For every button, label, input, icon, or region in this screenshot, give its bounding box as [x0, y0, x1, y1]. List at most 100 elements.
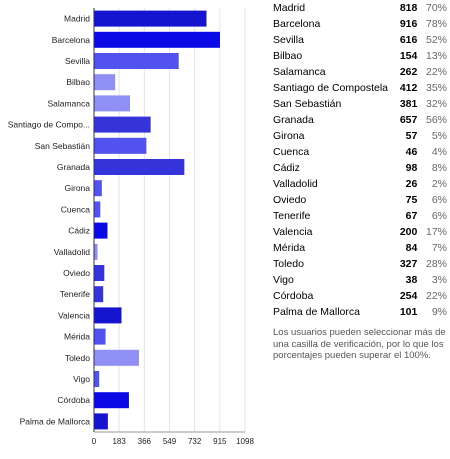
city-name: Granada	[273, 114, 314, 126]
x-tick-label: 549	[163, 437, 177, 446]
city-name: Toledo	[273, 258, 304, 270]
percentage: 8%	[431, 162, 447, 174]
response-count: 46	[405, 146, 418, 158]
response-count: 84	[405, 242, 418, 254]
city-name: San Sebastián	[273, 98, 342, 110]
percentage: 3%	[431, 274, 447, 286]
city-name: Girona	[273, 130, 305, 142]
percentage: 28%	[425, 258, 447, 270]
table-row: Oviedo 75 6%	[270, 192, 448, 208]
table-row: Girona 57 5%	[270, 128, 448, 144]
response-count: 916	[399, 18, 418, 30]
bar	[94, 180, 102, 197]
percentage: 9%	[431, 306, 447, 318]
footnote: Los usuarios pueden seleccionar más de u…	[273, 327, 446, 361]
percentage: 70%	[425, 2, 447, 14]
x-tick-label: 0	[92, 437, 97, 446]
city-name: Santiago de Compostela	[273, 82, 388, 94]
percentage: 4%	[431, 146, 447, 158]
response-count: 616	[399, 34, 418, 46]
city-name: Salamanca	[273, 66, 326, 78]
category-label: Valladolid	[54, 247, 91, 257]
bar	[94, 159, 185, 175]
bar	[94, 137, 147, 154]
bar	[94, 201, 101, 218]
response-count: 154	[399, 50, 418, 62]
category-label: Cádiz	[68, 226, 90, 236]
response-count: 101	[399, 306, 418, 318]
percentage: 5%	[431, 130, 447, 142]
category-label: Palma de Mallorca	[20, 416, 91, 426]
table-row: Tenerife 67 6%	[270, 208, 448, 224]
bar	[94, 95, 131, 112]
response-count: 200	[399, 226, 418, 238]
percentage: 13%	[425, 50, 447, 62]
bar	[94, 328, 106, 345]
bar	[94, 307, 122, 324]
category-label: Mérida	[64, 332, 90, 342]
bar	[94, 116, 151, 133]
table-row: Santiago de Compostela 412 35%	[270, 80, 448, 96]
table-row: Toledo 327 28%	[270, 256, 448, 272]
percentage: 2%	[431, 178, 447, 190]
percentage: 52%	[425, 34, 447, 46]
category-label: Salamanca	[47, 98, 90, 108]
bar	[94, 222, 108, 239]
table-row: Valencia 200 17%	[270, 224, 448, 240]
table-row: Vigo 38 3%	[270, 272, 448, 288]
percentage: 22%	[425, 290, 447, 302]
category-label: Bilbao	[66, 77, 90, 87]
bar	[94, 392, 129, 409]
city-name: Madrid	[273, 2, 306, 14]
city-name: Mérida	[273, 242, 306, 254]
response-count: 818	[399, 2, 418, 14]
bar	[94, 31, 220, 48]
table-row: Granada 657 56%	[270, 112, 448, 128]
percentage: 22%	[425, 66, 447, 78]
percentage: 6%	[431, 194, 447, 206]
category-label: Girona	[64, 183, 90, 193]
x-tick-label: 915	[213, 437, 227, 446]
bar	[94, 74, 116, 91]
city-name: Córdoba	[273, 290, 314, 302]
table-row: Mérida 84 7%	[270, 240, 448, 256]
response-count: 38	[405, 274, 418, 286]
percentage: 78%	[425, 18, 447, 30]
results-table: Madrid 818 70% Barcelona 916 78% Sevilla 616 52%…	[270, 0, 448, 320]
bar	[94, 10, 207, 27]
category-label: Barcelona	[52, 35, 91, 45]
bar	[94, 286, 104, 303]
response-count: 327	[399, 258, 418, 270]
table-row: Cuenca 46 4%	[270, 144, 448, 160]
bar	[94, 243, 98, 260]
bar	[94, 265, 105, 281]
city-name: Palma de Mallorca	[273, 306, 360, 318]
category-label: Córdoba	[57, 395, 90, 405]
x-tick-label: 1098	[236, 437, 254, 446]
table-row: Cádiz 98 8%	[270, 160, 448, 176]
x-tick-label: 183	[112, 437, 126, 446]
response-count: 254	[399, 290, 418, 302]
table-row: Barcelona 916 78%	[270, 16, 448, 32]
table-row: Bilbao 154 13%	[270, 48, 448, 64]
response-count: 657	[399, 114, 418, 126]
category-label: Tenerife	[60, 289, 91, 299]
category-label: San Sebastián	[35, 141, 91, 151]
category-label: Santiago de Compo...	[8, 120, 90, 130]
table-row: Córdoba 254 22%	[270, 288, 448, 304]
response-count: 381	[399, 98, 418, 110]
category-label: Valencia	[58, 310, 90, 320]
category-label: Vigo	[73, 374, 90, 384]
percentage: 6%	[431, 210, 447, 222]
x-tick-label: 732	[188, 437, 202, 446]
category-label: Toledo	[65, 353, 90, 363]
city-name: Cuenca	[273, 146, 310, 158]
city-name: Tenerife	[273, 210, 311, 222]
response-count: 57	[405, 130, 418, 142]
table-row: Madrid 818 70%	[270, 0, 448, 16]
city-name: Oviedo	[273, 194, 307, 206]
response-count: 262	[399, 66, 418, 78]
percentage: 56%	[425, 114, 447, 126]
city-name: Barcelona	[273, 18, 321, 30]
bar	[94, 371, 100, 387]
